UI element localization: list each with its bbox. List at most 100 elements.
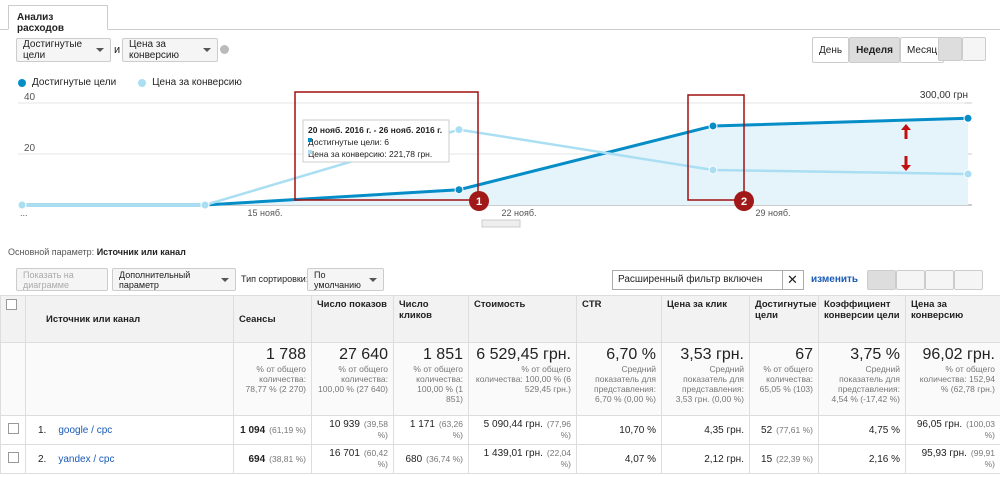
checkbox-cell [0,415,26,445]
total-note: Средний показатель для представления: 6,… [593,364,656,404]
data-point[interactable] [963,169,973,179]
metric-select[interactable]: Достигнутые цели [16,38,111,62]
metric-select[interactable]: Цена за конверсию [122,38,218,62]
total-note: Средний показатель для представления: 3,… [675,364,744,404]
data-point[interactable] [708,165,718,175]
data-cell: 2,16 % [818,444,906,474]
total-value: 3,75 % [850,346,900,363]
total-value: 1 788 [265,346,306,363]
checkbox[interactable] [7,423,19,434]
sort-label: Тип сортировки: [241,274,309,284]
y-tick-label: 20 [24,143,36,154]
total-cell: 3,75 % Средний показатель для представлен… [818,342,906,416]
sort-select[interactable]: По умолчанию [307,268,384,291]
table-view[interactable] [867,270,896,290]
data-cell: 95,93 грн. (99,91 %) [905,444,1000,474]
header-cell[interactable]: CTR [576,295,662,343]
header-row: Источник или канал Сеансы Число показов Чис… [0,295,1000,343]
source-link[interactable]: yandex / cpc [58,453,115,465]
data-cell: 4,07 % [576,444,662,474]
pie-view[interactable] [896,270,925,290]
highlight-box [294,91,479,201]
header-cell[interactable]: Достигнутые цели [749,295,819,343]
data-point[interactable] [454,125,464,135]
totals-row: 1 788% от общего количества: 78,77 % (2 … [0,342,1000,416]
legend-item: Цена за конверсию [138,77,242,88]
arrow-up [901,124,911,139]
header-cell [0,295,26,343]
legend-swatch [138,78,147,87]
cell-value: 1 439,01 грн. [483,448,543,459]
total-note: % от общего количества: 65,05 % (103) [759,364,813,394]
tab[interactable]: Анализ расходов [8,5,108,34]
checkbox[interactable] [7,452,19,463]
cell-note: (38,81 %) [269,453,306,464]
data-point[interactable] [17,200,27,210]
cell-value: 694 [248,453,266,465]
total-value: 6,70 % [606,346,656,363]
data-cell: 1 094 (61,19 %) [233,415,312,445]
header-cell[interactable]: Число показов [311,295,394,343]
cell-value: 10,70 % [619,424,656,436]
period-button[interactable]: День [812,37,850,63]
resize-handle [481,219,521,228]
x-tick-label: 22 нояб. [501,208,536,218]
header-cell[interactable]: Коэффициент конверсии цели [818,295,906,343]
filter-box[interactable]: Расширенный фильтр включен [612,270,804,290]
header-cell[interactable]: Сеансы [233,295,312,343]
bar-view[interactable] [925,270,954,290]
source-cell: 1. google / cpc [25,415,234,445]
header-cell[interactable]: Стоимость [468,295,577,343]
data-point[interactable] [200,200,210,210]
plot-button[interactable]: Показать на диаграмме [16,268,108,291]
arrow-down [901,156,911,171]
cell-note: (61,19 %) [269,424,306,435]
pivot-view[interactable] [954,270,983,290]
header-cell[interactable]: Цена за клик [661,295,750,343]
legend-label: Цена за конверсию [152,77,242,88]
period-button[interactable]: Неделя [849,37,900,63]
dimension-value[interactable]: Источник или канал [96,247,186,257]
cell-value: 4,75 % [868,424,900,436]
total-cell: 3,53 грн. Средний показатель для представ… [661,342,750,416]
cell-value: 10 939 [329,419,360,430]
data-point[interactable] [708,121,718,131]
motion-chart-icon[interactable] [962,37,986,61]
cell-value: 680 [405,453,423,465]
cell-note: (39,58 %) [363,419,388,440]
marker-label: 2 [741,196,747,208]
marker-label: 1 [476,196,482,208]
total-note: Средний показатель для представления: 4,… [831,364,900,404]
total-note: % от общего количества: 100,00 % (1 851) [413,364,463,404]
total-note: % от общего количества: 100,00 % (6 529,… [475,364,571,394]
checkbox-cell [0,444,26,474]
data-cell: 52 (77,61 %) [749,415,819,445]
total-value: 3,53 грн. [680,346,744,363]
total-value: 6 529,45 грн. [476,346,571,363]
tooltip-text: 20 нояб. 2016 г. - 26 нояб. 2016 г. [308,125,442,135]
source-cell: 2. yandex / cpc [25,444,234,474]
total-cell: 27 640% от общего количества: 100,00 % (… [311,342,394,416]
y-tick-label: 40 [24,92,36,103]
total-cell: 6,70 % Средний показатель для представлен… [576,342,662,416]
data-point[interactable] [963,113,973,123]
cell-value: 95,93 грн. [921,448,967,459]
source-link[interactable]: google / cpc [58,424,113,436]
secondary-select[interactable]: Дополнительный параметр [112,268,236,291]
row-index: 1. [38,424,47,436]
header-cell[interactable]: Цена за конверсию [905,295,1000,343]
total-cell: 96,02 грн.% от общего количества: 152,94… [905,342,1000,416]
data-cell: 4,75 % [818,415,906,445]
header-cell[interactable]: Источник или канал [25,295,234,343]
legend-label: Достигнутые цели [32,77,117,88]
cell-note: (100,03 %) [966,419,995,440]
header-cell[interactable]: Число кликов [393,295,469,343]
edit-link[interactable]: изменить [811,274,859,285]
data-point[interactable] [454,185,464,195]
line-chart-icon[interactable] [938,37,962,61]
clear-icon[interactable] [220,45,229,54]
checkbox[interactable] [6,299,17,310]
tab-line [0,29,1000,30]
filter-clear[interactable]: ✕ [782,271,802,289]
